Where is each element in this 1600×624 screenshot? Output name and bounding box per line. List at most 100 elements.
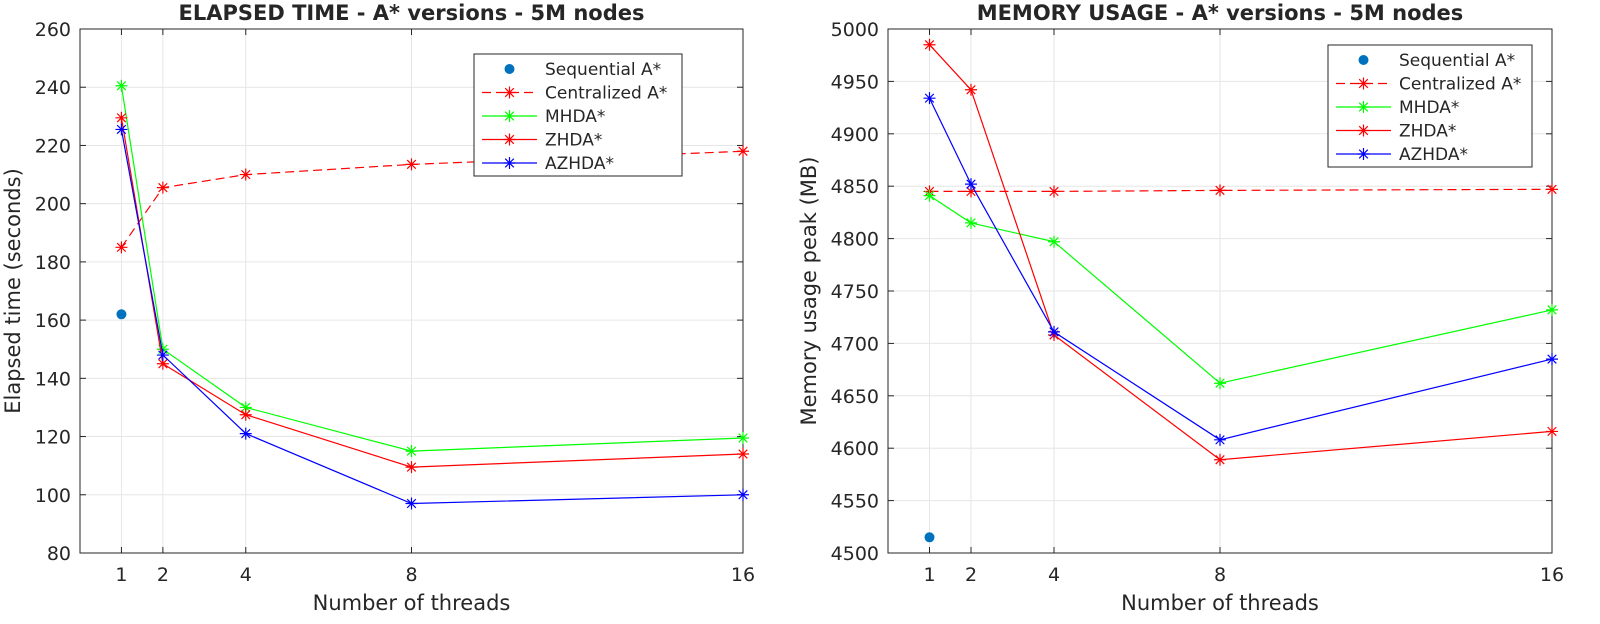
time-legend-label-sequential-a: Sequential A*	[545, 60, 661, 80]
memory-zhda-point	[1214, 453, 1226, 466]
memory-chart: 1 2 4 8 16 4500 4550 4600 4650 4700 4750 4800 4850 49…	[797, 1, 1564, 615]
memory-mhda-point	[1048, 235, 1060, 248]
memory-x-tick-label: 1	[923, 564, 935, 586]
memory-legend-label-zhda: ZHDA*	[1399, 122, 1456, 142]
memory-sequential-a-point	[924, 532, 935, 543]
memory-y-tick-label: 4800	[831, 229, 879, 251]
memory-y-axis-label: Memory usage peak (MB)	[797, 157, 821, 426]
memory-x-tick-label: 4	[1048, 564, 1060, 586]
memory-y-tick-label: 4850	[831, 176, 879, 198]
time-azhda-point	[737, 488, 749, 501]
memory-azhda-point	[1546, 353, 1558, 366]
time-mhda-point	[737, 432, 749, 445]
time-legend-marker-centralized-a	[503, 86, 516, 99]
memory-zhda-point	[1546, 425, 1558, 438]
time-centralized-a-point	[115, 241, 128, 254]
time-legend: Sequential A* Centralized A* MHDA* ZHDA* AZH…	[473, 53, 683, 177]
time-legend-label-azhda: AZHDA*	[545, 154, 614, 174]
time-y-tick-label: 120	[35, 427, 71, 449]
time-azhda-point	[405, 497, 418, 510]
time-zhda-point	[115, 111, 128, 124]
time-series-azhda	[115, 123, 749, 510]
time-azhda-point	[115, 123, 128, 136]
time-y-tick-label: 100	[35, 485, 71, 507]
memory-mhda-point	[923, 189, 936, 202]
time-series-centralized-a	[115, 145, 749, 254]
time-mhda-point	[239, 401, 252, 414]
memory-y-tick-label: 4650	[831, 386, 879, 408]
time-x-tick-label: 2	[157, 564, 169, 586]
time-zhda-point	[156, 357, 169, 370]
memory-legend-marker-centralized-a	[1357, 77, 1370, 90]
memory-centralized-a-point	[1048, 185, 1060, 198]
memory-zhda-point	[923, 38, 936, 51]
time-x-tick-label: 16	[731, 564, 755, 586]
time-y-tick-label: 160	[35, 310, 71, 332]
memory-x-axis-label: Number of threads	[1121, 591, 1319, 615]
memory-x-tick-label: 16	[1540, 564, 1564, 586]
time-mhda-point	[405, 445, 418, 458]
memory-legend-marker-sequential-a	[1358, 55, 1369, 65]
memory-chart-title: MEMORY USAGE - A* versions - 5M nodes	[977, 1, 1464, 25]
time-legend-marker-sequential-a	[504, 64, 515, 74]
time-centralized-a-point	[156, 181, 169, 194]
time-y-axis-label: Elapsed time (seconds)	[1, 168, 25, 414]
memory-y-tick-label: 4900	[831, 124, 879, 146]
time-legend-marker-azhda	[503, 157, 516, 169]
memory-azhda-point	[923, 92, 936, 105]
memory-y-tick-label: 4600	[831, 438, 879, 460]
memory-legend-marker-azhda	[1357, 148, 1370, 160]
time-zhda-point	[737, 448, 749, 461]
time-legend-label-zhda: ZHDA*	[545, 131, 602, 151]
memory-x-tick-label: 2	[965, 564, 977, 586]
time-y-tick-label: 220	[35, 135, 71, 157]
memory-legend-marker-mhda	[1357, 101, 1370, 113]
memory-legend-label-azhda: AZHDA*	[1399, 145, 1468, 165]
memory-azhda-point	[1214, 433, 1226, 446]
memory-mhda-point	[965, 216, 977, 229]
time-legend-label-mhda: MHDA*	[545, 107, 605, 127]
memory-centralized-a-point	[965, 185, 977, 198]
memory-centralized-a-point	[1214, 184, 1226, 197]
memory-mhda-point	[1546, 303, 1558, 316]
time-azhda-point	[156, 349, 169, 362]
time-chart: 1 2 4 8 16 80 100 120 140 160 180 200 220 240 260 ELAPS…	[1, 1, 755, 615]
memory-zhda-point	[965, 83, 977, 96]
time-x-tick-label: 8	[405, 564, 417, 586]
memory-azhda-point	[1048, 325, 1060, 338]
time-y-tick-label: 260	[35, 19, 71, 41]
time-centralized-a-point	[405, 158, 418, 171]
time-y-tick-label: 240	[35, 77, 71, 99]
time-zhda-point	[239, 408, 252, 421]
memory-series-azhda	[923, 92, 1558, 446]
time-legend-box	[473, 53, 683, 177]
time-x-tick-label: 4	[240, 564, 252, 586]
time-y-tick-label: 180	[35, 252, 71, 274]
time-centralized-a-point	[737, 145, 749, 158]
memory-legend: Sequential A* Centralized A* MHDA* ZHDA* AZH…	[1327, 44, 1533, 168]
memory-mhda-point	[1214, 377, 1226, 390]
memory-y-tick-label: 4550	[831, 491, 879, 513]
memory-y-tick-label: 4500	[831, 543, 879, 565]
memory-x-tick-label: 8	[1214, 564, 1226, 586]
time-mhda-point	[115, 79, 128, 92]
time-legend-label-centralized-a: Centralized A*	[545, 84, 667, 104]
time-y-tick-label: 80	[47, 543, 71, 565]
memory-legend-label-centralized-a: Centralized A*	[1399, 75, 1521, 95]
memory-legend-marker-zhda	[1357, 124, 1370, 137]
memory-legend-label-sequential-a: Sequential A*	[1399, 51, 1515, 71]
time-sequential-a-point	[116, 309, 127, 320]
time-azhda-point	[239, 427, 252, 440]
time-series-sequential-a	[116, 309, 127, 320]
time-x-tick-label: 1	[115, 564, 127, 586]
memory-y-tick-label: 4700	[831, 333, 879, 355]
memory-azhda-point	[965, 178, 977, 191]
memory-centralized-a-point	[1546, 183, 1558, 196]
time-legend-marker-mhda	[503, 110, 516, 122]
time-y-tick-label: 200	[35, 194, 71, 216]
time-legend-marker-zhda	[503, 133, 516, 146]
memory-series-mhda	[923, 189, 1558, 390]
memory-series-sequential-a	[924, 532, 935, 543]
memory-y-tick-label: 4750	[831, 281, 879, 303]
